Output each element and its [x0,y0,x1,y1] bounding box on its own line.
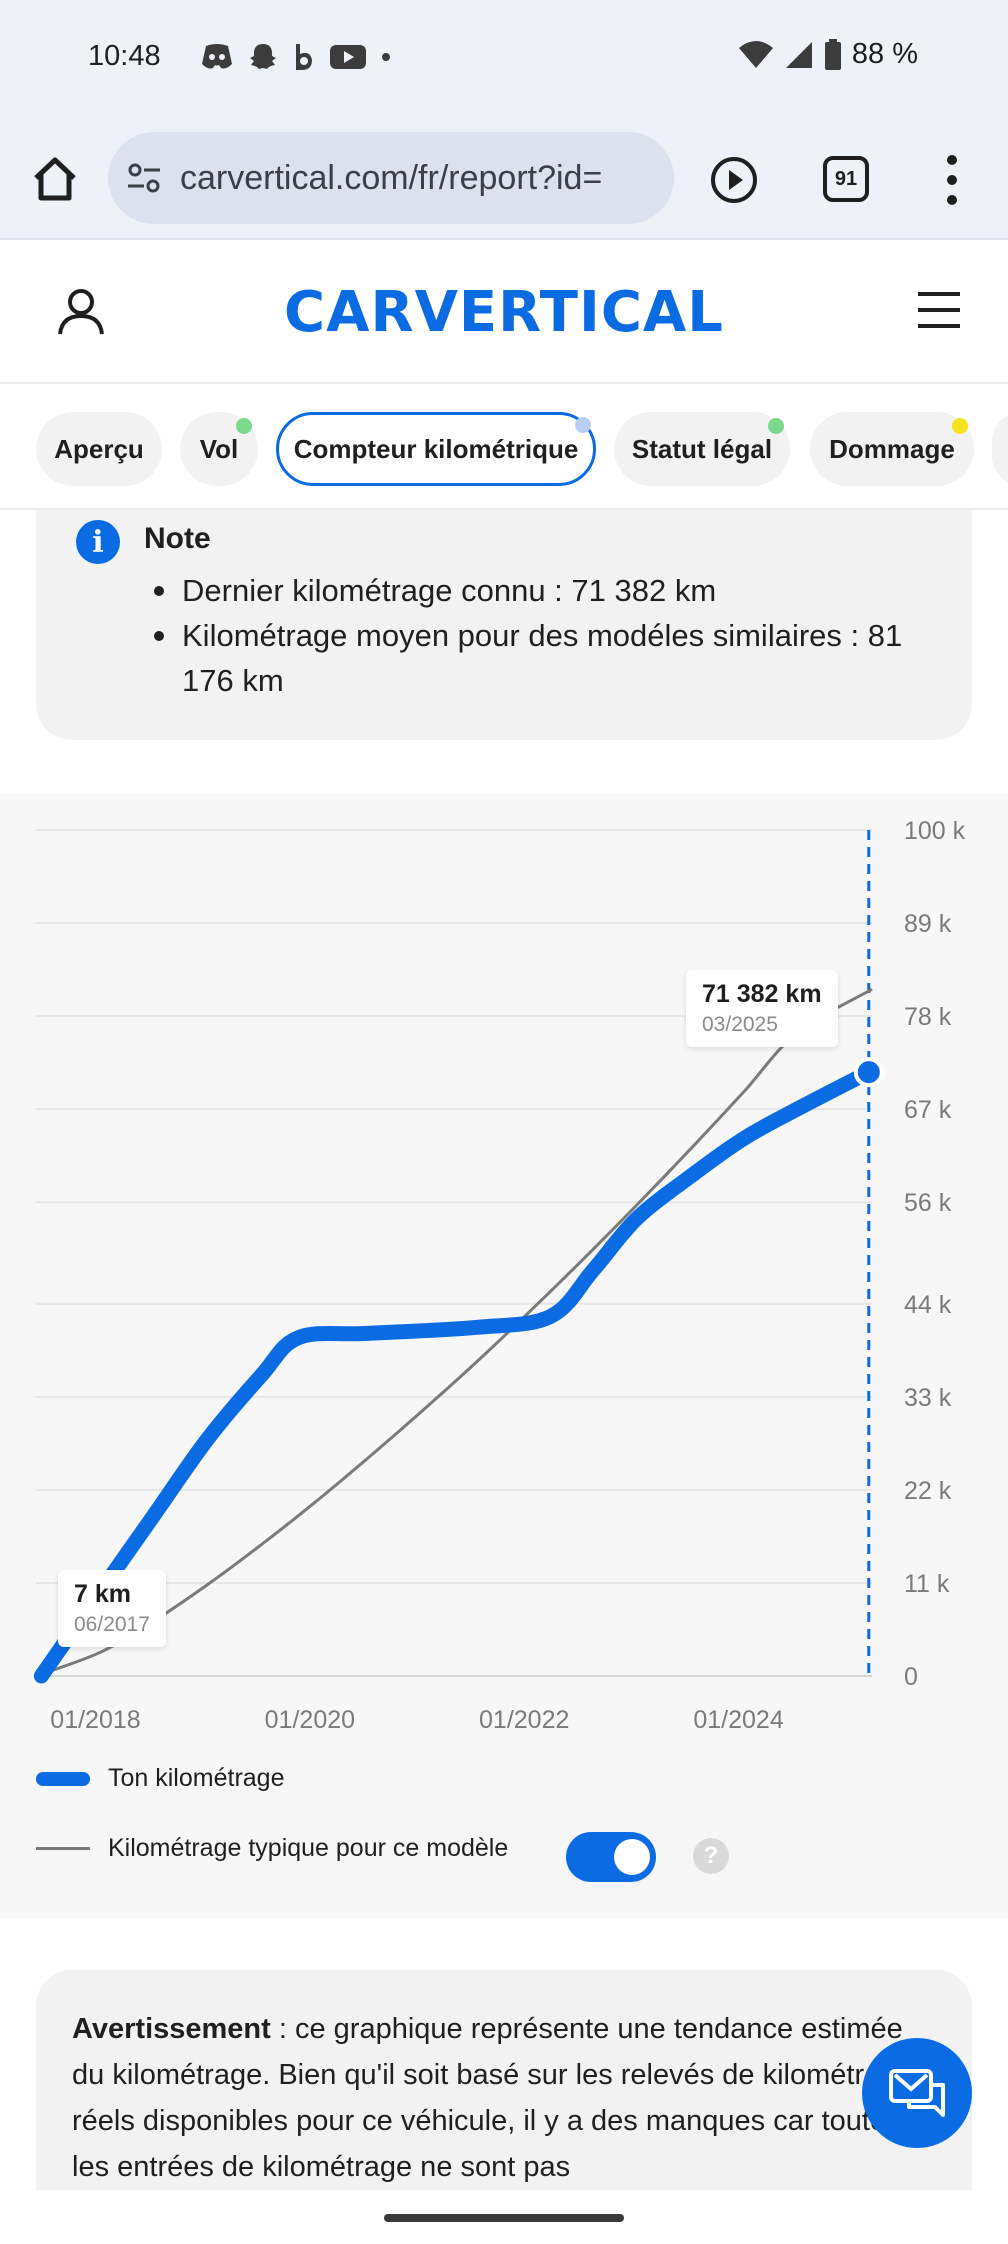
typical-mileage-line [35,987,873,1678]
tooltip-value: 71 382 km [702,980,822,1008]
y-tick-label: 56 k [904,1189,952,1217]
note-item-last-mileage: Dernier kilométrage connu : 71 382 km [152,568,952,613]
legend-typical-mileage: Kilométrage typique pour ce modèle [36,1834,508,1863]
tooltip-value: 7 km [74,1580,131,1608]
status-right: 88 % [738,38,918,71]
address-bar[interactable]: carvertical.com/fr/report?id= [108,132,674,224]
url-text: carvertical.com/fr/report?id= [180,158,603,197]
tab-vol[interactable]: Vol [180,412,258,486]
mileage-chart-section: 0 11 k 22 k 33 k 44 k 56 k 67 k 78 k 89 k 100 k 01… [0,794,1008,1918]
status-bar: 10:48 88 % [0,0,1008,120]
legend-own-mileage: Ton kilométrage [36,1764,284,1793]
tab-statut-legal[interactable]: Statut légal [614,412,790,486]
tooltip-last-reading: 71 382 km 03/2025 [686,970,838,1047]
tab-label: Compteur kilométrique [293,433,579,464]
y-tick-label: 22 k [904,1477,952,1505]
toggle-knob [614,1839,650,1875]
status-dot [236,418,252,434]
gesture-nav-bar[interactable] [384,2214,624,2222]
site-header: CARVERTICAL [0,242,1008,384]
tab-compteur-kilometrique[interactable]: Compteur kilométrique [276,412,596,486]
discord-icon [202,44,232,69]
help-icon[interactable]: ? [693,1838,729,1874]
site-settings-icon[interactable] [126,160,162,196]
tab-dommage[interactable]: Dommage [810,412,974,486]
legend-swatch [36,1847,90,1850]
more-menu-icon[interactable] [940,152,964,208]
tooltip-date: 03/2025 [702,1013,778,1036]
battery-icon [824,38,841,70]
tab-switcher-button[interactable]: 91 [823,156,869,202]
carvertical-logo[interactable]: CARVERTICAL [284,280,724,345]
y-tick-label: 89 k [904,910,952,938]
battery-level: 88 % [851,38,918,70]
tab-label: Dommage [829,433,955,464]
home-icon[interactable] [30,154,80,204]
chat-button[interactable] [862,2038,972,2148]
snapchat-icon [250,44,276,69]
tab-apercu[interactable]: Aperçu [36,412,162,486]
last-reading-point [853,1057,884,1088]
x-tick-label: 01/2024 [693,1706,783,1734]
dot-icon [382,53,390,61]
y-tick-label: 100 k [904,817,966,845]
legend-label: Kilométrage typique pour ce modèle [108,1834,509,1862]
note-title: Note [144,522,211,555]
status-dot [952,418,968,434]
y-tick-label: 33 k [904,1384,952,1412]
x-tick-label: 01/2018 [50,1706,140,1734]
y-tick-label: 44 k [904,1291,952,1319]
hamburger-menu-icon[interactable] [916,290,962,330]
typical-mileage-toggle[interactable] [566,1832,656,1882]
status-time: 10:48 [88,40,161,72]
mileage-chart[interactable]: 0 11 k 22 k 33 k 44 k 56 k 67 k 78 k 89 k 100 k 01… [0,794,1008,1804]
youtube-icon [330,45,366,69]
own-mileage-line [33,1064,877,1684]
report-section-tabs: Aperçu Vol Compteur kilométrique Statut … [0,384,1008,510]
warning-text: Avertissement : ce graphique représente … [72,2006,942,2190]
wifi-icon [738,40,773,68]
warning-label: Avertissement [72,2013,271,2045]
y-tick-label: 78 k [904,1003,952,1031]
legend-label: Ton kilométrage [108,1764,285,1792]
note-list: Dernier kilométrage connu : 71 382 km Ki… [152,568,952,703]
browser-toolbar: carvertical.com/fr/report?id= 91 [0,120,1008,240]
note-box: i Note Dernier kilométrage connu : 71 38… [36,510,972,740]
status-dot [575,417,591,433]
signal-icon [785,41,812,68]
tab-next[interactable] [992,412,1008,486]
note-item-average-mileage: Kilométrage moyen pour des modéles simil… [152,613,952,703]
warning-box: Avertissement : ce graphique représente … [36,1970,972,2190]
tooltip-first-reading: 7 km 06/2017 [58,1570,166,1647]
notification-icons [200,40,392,74]
x-tick-label: 01/2022 [479,1706,569,1734]
tooltip-date: 06/2017 [74,1613,150,1636]
info-icon: i [76,520,120,564]
y-tick-label: 67 k [904,1096,952,1124]
y-tick-label: 0 [904,1663,918,1691]
play-icon[interactable] [708,154,760,206]
legend-swatch [36,1771,90,1786]
status-dot [768,418,784,434]
bereal-icon [296,44,312,70]
y-tick-label: 11 k [904,1570,950,1598]
tab-label: Aperçu [54,433,144,464]
tab-label: Vol [199,433,239,464]
warning-body: : ce graphique représente une tendance e… [72,2013,913,2183]
tab-label: Statut légal [631,433,773,464]
user-icon[interactable] [56,286,106,336]
x-tick-label: 01/2020 [265,1706,355,1734]
chat-icon [889,2069,945,2117]
